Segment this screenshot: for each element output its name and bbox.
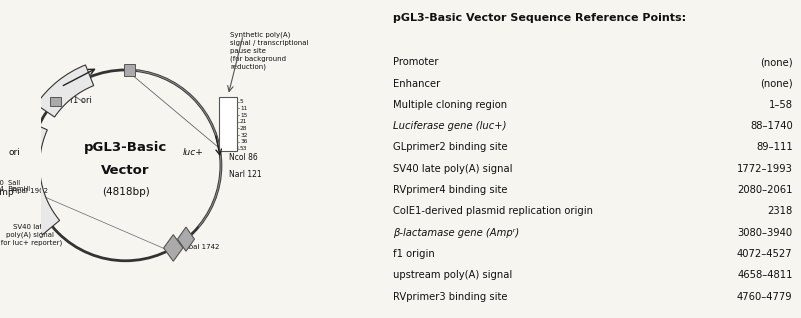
Text: SV40 late
poly(A) signal
(for luc+ reporter): SV40 late poly(A) signal (for luc+ repor… <box>0 224 62 246</box>
Text: β-lactamase gene (Ampʳ): β-lactamase gene (Ampʳ) <box>392 228 519 238</box>
Text: 3080–3940: 3080–3940 <box>738 228 793 238</box>
Text: HpaI 1902: HpaI 1902 <box>12 188 48 194</box>
Text: MluI: MluI <box>220 113 232 118</box>
Text: SacI: SacI <box>220 106 232 111</box>
Text: Amp: Amp <box>0 188 15 197</box>
Text: 15: 15 <box>240 113 248 118</box>
Text: 11: 11 <box>240 106 248 111</box>
Text: XbaI 1742: XbaI 1742 <box>184 244 219 250</box>
Text: f1 origin: f1 origin <box>392 249 435 259</box>
Text: luc+: luc+ <box>183 148 203 157</box>
Text: SmaI: SmaI <box>220 126 235 131</box>
Text: 4072–4527: 4072–4527 <box>737 249 793 259</box>
Text: Enhancer: Enhancer <box>392 79 440 88</box>
Text: 32: 32 <box>240 133 248 138</box>
Text: 5: 5 <box>240 99 244 104</box>
Text: SV40 late poly(A) signal: SV40 late poly(A) signal <box>392 164 513 174</box>
Text: 2318: 2318 <box>767 206 793 216</box>
Text: ColE1-derived plasmid replication origin: ColE1-derived plasmid replication origin <box>392 206 593 216</box>
Text: upstream poly(A) signal: upstream poly(A) signal <box>392 270 512 280</box>
Text: Promoter: Promoter <box>392 57 438 67</box>
Text: HindIII: HindIII <box>220 146 239 151</box>
Text: pGL3-Basic: pGL3-Basic <box>84 142 167 154</box>
Text: 36: 36 <box>240 139 248 144</box>
Text: Vector: Vector <box>101 164 150 176</box>
Wedge shape <box>36 65 94 117</box>
Text: RVprimer3 binding site: RVprimer3 binding site <box>392 292 507 301</box>
Text: NheI: NheI <box>220 119 234 124</box>
Text: GLprimer2 binding site: GLprimer2 binding site <box>392 142 508 152</box>
Text: KpnI: KpnI <box>220 99 233 104</box>
Text: NarI 121: NarI 121 <box>229 170 261 179</box>
Text: 53: 53 <box>240 146 248 151</box>
Text: 1–58: 1–58 <box>769 100 793 110</box>
Text: 1772–1993: 1772–1993 <box>737 164 793 174</box>
Text: XhoI: XhoI <box>220 133 233 138</box>
Text: 28: 28 <box>240 126 248 131</box>
Polygon shape <box>178 227 195 251</box>
FancyBboxPatch shape <box>123 65 135 76</box>
Text: (none): (none) <box>760 57 793 67</box>
Text: Multiple cloning region: Multiple cloning region <box>392 100 507 110</box>
Text: RVprimer4 binding site: RVprimer4 binding site <box>392 185 507 195</box>
Text: r: r <box>11 186 14 192</box>
Text: Luciferase gene (luc+): Luciferase gene (luc+) <box>392 121 506 131</box>
FancyBboxPatch shape <box>0 176 16 192</box>
Text: 21: 21 <box>240 119 248 124</box>
Text: 4658–4811: 4658–4811 <box>737 270 793 280</box>
Text: (4818bp): (4818bp) <box>102 187 150 197</box>
Text: NcoI 86: NcoI 86 <box>229 153 258 162</box>
Text: Synthetic poly(A)
signal / transcriptional
pause site
(for background
reduction): Synthetic poly(A) signal / transcription… <box>231 32 309 70</box>
Polygon shape <box>163 235 183 261</box>
Text: pGL3-Basic Vector Sequence Reference Points:: pGL3-Basic Vector Sequence Reference Poi… <box>392 13 686 23</box>
Text: 2080–2061: 2080–2061 <box>737 185 793 195</box>
Text: 4760–4779: 4760–4779 <box>737 292 793 301</box>
Text: (none): (none) <box>760 79 793 88</box>
Text: BglII: BglII <box>220 139 233 144</box>
Text: 2010  SalI: 2010 SalI <box>0 180 20 186</box>
FancyBboxPatch shape <box>219 97 237 151</box>
Text: 2004  BamHI: 2004 BamHI <box>0 186 30 192</box>
Wedge shape <box>18 121 59 235</box>
Text: 88–1740: 88–1740 <box>750 121 793 131</box>
Text: 89–111: 89–111 <box>756 142 793 152</box>
Text: f1 ori: f1 ori <box>70 96 91 105</box>
FancyBboxPatch shape <box>50 97 62 106</box>
Text: ori: ori <box>8 148 20 157</box>
